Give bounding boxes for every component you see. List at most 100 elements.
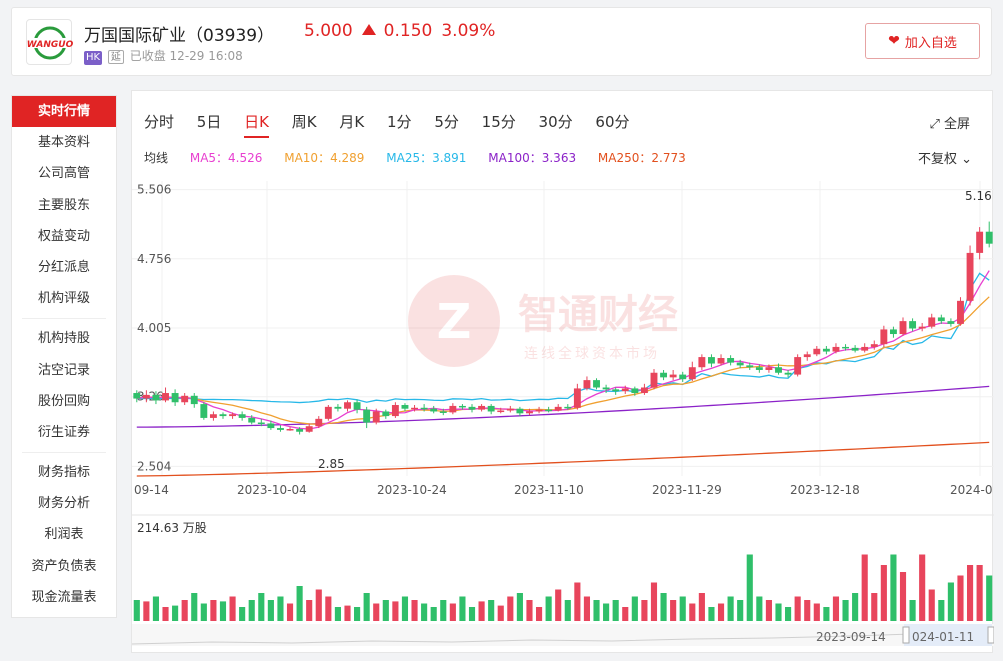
- range-handle-right[interactable]: [987, 626, 994, 644]
- volume-bar: [516, 593, 523, 621]
- sidebar-item-dividends[interactable]: 分红派息: [37, 259, 90, 275]
- x-tick-label: 2023-11-10: [514, 483, 584, 497]
- volume-bar: [401, 596, 409, 621]
- volume-bar: [172, 605, 179, 621]
- candle: [516, 408, 524, 414]
- volume-bar: [354, 607, 361, 621]
- candle: [162, 393, 169, 401]
- sidebar-item-executives[interactable]: 公司高管: [37, 166, 90, 182]
- fullscreen-label: 全屏: [943, 117, 970, 132]
- candle: [957, 300, 964, 324]
- sidebar-item-fin-indicators[interactable]: 财务指标: [37, 465, 90, 481]
- range-start-label: 2023-09-14: [816, 630, 886, 644]
- volume-bar: [947, 582, 954, 621]
- sidebar-item-fin-analysis[interactable]: 财务分析: [37, 496, 90, 512]
- watermark-main: 智通财经: [518, 292, 678, 338]
- add-watchlist-button[interactable]: ❤ 加入自选: [865, 23, 980, 59]
- candle: [880, 329, 888, 345]
- volume-bar: [775, 603, 782, 621]
- candle: [219, 414, 227, 417]
- tab-monthly-k[interactable]: 月K: [339, 113, 365, 131]
- heart-icon: ❤: [888, 33, 900, 49]
- volume-bar: [373, 603, 380, 621]
- adjust-dropdown[interactable]: 不复权 ⌄: [918, 148, 972, 167]
- candle: [277, 428, 284, 430]
- ma5-line: [136, 270, 990, 430]
- sidebar-item-derivatives[interactable]: 衍生证券: [37, 424, 90, 440]
- volume-bar: [430, 607, 437, 621]
- fullscreen-button[interactable]: ⤢ 全屏: [929, 113, 970, 132]
- volume-bar: [813, 603, 820, 621]
- sidebar-item-buyback[interactable]: 股份回购: [37, 393, 90, 409]
- add-watchlist-label: 加入自选: [904, 35, 957, 51]
- candle: [640, 387, 648, 394]
- sidebar-item-short-selling[interactable]: 沽空记录: [37, 362, 90, 378]
- tab-1min[interactable]: 1分: [387, 113, 412, 131]
- sidebar-item-income[interactable]: 利润表: [44, 527, 84, 543]
- candle: [190, 395, 198, 405]
- kline-chart[interactable]: Z 智通财经 连线全球资本市场 5.5064.7564.0053.262.504…: [132, 176, 994, 646]
- sidebar-item-realtime[interactable]: 实时行情: [12, 96, 116, 128]
- candle: [564, 406, 572, 409]
- candle: [842, 346, 849, 349]
- volume-bar: [488, 600, 495, 621]
- volume-bar: [555, 589, 562, 621]
- company-logo: WANGUO: [26, 19, 73, 65]
- watermark-sub: 连线全球资本市场: [524, 345, 660, 362]
- candle: [851, 347, 859, 351]
- volume-bar: [392, 601, 399, 621]
- x-tick-label: 09-14: [134, 483, 169, 497]
- svg-text:Z: Z: [437, 294, 472, 350]
- sidebar-item-balance[interactable]: 资产负债表: [31, 558, 97, 574]
- sidebar-item-shareholders[interactable]: 主要股东: [37, 197, 90, 213]
- volume-bar: [727, 596, 734, 621]
- volume-label: 214.63 万股: [137, 521, 207, 535]
- volume-bar: [641, 600, 648, 621]
- candle: [688, 367, 696, 380]
- volume-bar: [545, 596, 552, 621]
- tab-15min[interactable]: 15分: [481, 113, 516, 131]
- volume-bars: [133, 554, 993, 621]
- volume-bar: [919, 554, 926, 621]
- range-handle-left[interactable]: [902, 626, 910, 644]
- volume-bar: [564, 600, 571, 621]
- candle: [545, 409, 553, 412]
- sidebar-item-ratings[interactable]: 机构评级: [37, 291, 90, 307]
- ma-label: 均线: [144, 151, 169, 165]
- range-navigator[interactable]: 2023-09-14 024-01-11: [132, 624, 994, 646]
- tab-intraday[interactable]: 分时: [144, 113, 175, 131]
- volume-bar: [804, 600, 811, 621]
- candle: [296, 428, 304, 432]
- tab-5day[interactable]: 5日: [196, 113, 222, 131]
- candle: [698, 357, 706, 368]
- volume-bar: [842, 600, 849, 621]
- sidebar-item-cashflow[interactable]: 现金流量表: [31, 589, 97, 605]
- candle: [229, 414, 237, 417]
- tab-weekly-k[interactable]: 周K: [291, 113, 317, 131]
- volume-bar: [603, 603, 610, 621]
- x-tick-label: 2023-10-04: [237, 483, 307, 497]
- sidebar-divider: [22, 318, 106, 320]
- tab-daily-k[interactable]: 日K: [244, 113, 269, 138]
- volume-bar: [286, 603, 294, 621]
- candle: [918, 326, 926, 329]
- sidebar-item-profile[interactable]: 基本资料: [37, 135, 90, 151]
- tab-5min[interactable]: 5分: [434, 113, 459, 131]
- volume-bar: [325, 596, 332, 621]
- sidebar-item-institutional[interactable]: 机构持股: [37, 331, 90, 347]
- volume-bar: [296, 586, 303, 621]
- volume-bar: [334, 607, 341, 621]
- y-tick-label: 2.504: [137, 459, 171, 473]
- tab-60min[interactable]: 60分: [595, 113, 630, 131]
- range-window[interactable]: [904, 624, 992, 646]
- candle: [238, 414, 246, 418]
- sidebar-item-equity-changes[interactable]: 权益变动: [37, 228, 90, 244]
- volume-bar: [497, 605, 504, 621]
- candle: [315, 418, 323, 427]
- tab-30min[interactable]: 30分: [538, 113, 573, 131]
- candle: [152, 394, 160, 401]
- candle: [372, 411, 380, 423]
- candle: [478, 405, 486, 410]
- ma-legend: 均线 MA5：4.526 MA10：4.289 MA25：3.891 MA100…: [144, 149, 704, 166]
- stock-name: 万国国际矿业（03939）: [84, 26, 275, 46]
